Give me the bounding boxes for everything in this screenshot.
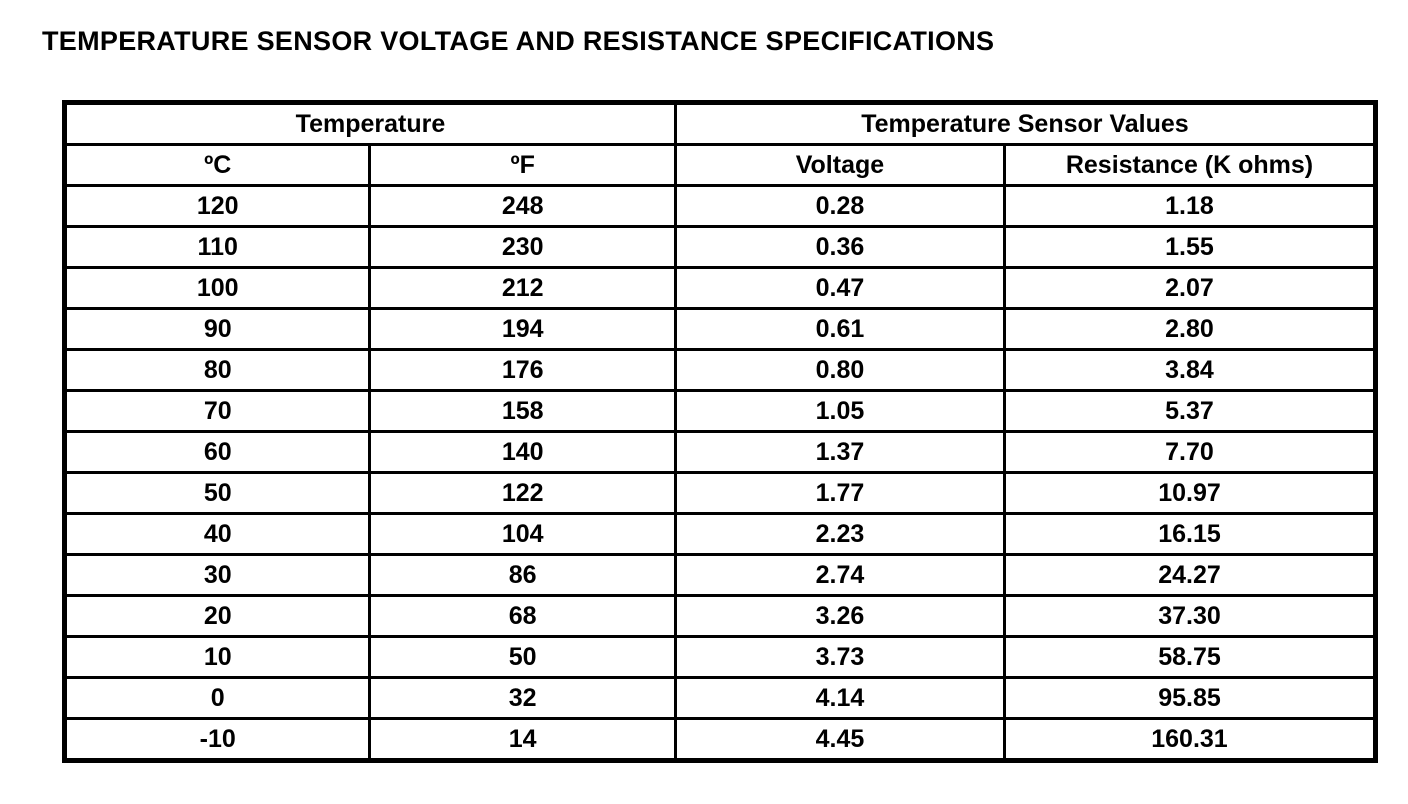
table-cell: 176 — [368, 348, 677, 392]
table-row: 40 104 2.23 16.15 — [62, 512, 1378, 556]
table-cell: 248 — [368, 184, 677, 228]
table-cell: 158 — [368, 389, 677, 433]
table-cell: 3.73 — [673, 635, 1006, 679]
table-row: 90 194 0.61 2.80 — [62, 307, 1378, 351]
table-row: 100 212 0.47 2.07 — [62, 266, 1378, 310]
table-cell: 230 — [368, 225, 677, 269]
table-cell: 0.36 — [673, 225, 1006, 269]
table-row: 30 86 2.74 24.27 — [62, 553, 1378, 597]
table-cell: 30 — [62, 553, 372, 597]
table-cell: 0.61 — [673, 307, 1006, 351]
table-cell: 58.75 — [1002, 635, 1378, 679]
table-cell: 212 — [368, 266, 677, 310]
column-header-resistance: Resistance (K ohms) — [1002, 143, 1378, 187]
group-header-temperature: Temperature — [63, 101, 677, 146]
table-cell: 86 — [368, 553, 677, 597]
table-cell: 0.28 — [673, 184, 1006, 228]
group-header-row: Temperature Temperature Sensor Values — [63, 101, 1378, 146]
table-cell: 70 — [62, 389, 372, 433]
table-cell: 50 — [62, 471, 372, 515]
table-cell: 3.84 — [1002, 348, 1378, 392]
table-cell: 110 — [62, 225, 372, 269]
table-row: 70 158 1.05 5.37 — [62, 389, 1378, 433]
table-row: 80 176 0.80 3.84 — [62, 348, 1378, 392]
table-cell: 4.14 — [673, 676, 1006, 720]
table-cell: 1.05 — [673, 389, 1006, 433]
table-cell: 24.27 — [1002, 553, 1378, 597]
table-cell: 1.18 — [1002, 184, 1378, 228]
table-cell: 95.85 — [1002, 676, 1378, 720]
table-cell: 194 — [368, 307, 677, 351]
table-body: 120 248 0.28 1.18 110 230 0.36 1.55 100 212 0.47 2.… — [62, 184, 1378, 762]
table-cell: 2.80 — [1002, 307, 1378, 351]
table-row: 0 32 4.14 95.85 — [62, 676, 1378, 720]
table-cell: 2.23 — [673, 512, 1006, 556]
table-cell: 40 — [62, 512, 372, 556]
column-header-voltage: Voltage — [673, 143, 1006, 187]
table-cell: 104 — [368, 512, 677, 556]
table-cell: 100 — [62, 266, 372, 310]
table-cell: 90 — [62, 307, 372, 351]
group-header-sensor-values: Temperature Sensor Values — [673, 101, 1378, 146]
column-header-celsius: ºC — [62, 143, 372, 187]
table-row: 60 140 1.37 7.70 — [62, 430, 1378, 474]
table-cell: 0.80 — [673, 348, 1006, 392]
table-cell: 2.74 — [673, 553, 1006, 597]
table-cell: 14 — [368, 717, 677, 762]
table-cell: 120 — [62, 184, 372, 228]
table-cell: -10 — [62, 717, 372, 762]
table-cell: 80 — [62, 348, 372, 392]
table-cell: 50 — [368, 635, 677, 679]
table-cell: 32 — [368, 676, 677, 720]
table-cell: 4.45 — [673, 717, 1006, 762]
table-cell: 0.47 — [673, 266, 1006, 310]
table-cell: 5.37 — [1002, 389, 1378, 433]
table-row: -10 14 4.45 160.31 — [62, 717, 1378, 762]
table-cell: 68 — [368, 594, 677, 638]
column-header-fahrenheit: ºF — [368, 143, 677, 187]
table-cell: 7.70 — [1002, 430, 1378, 474]
table-cell: 37.30 — [1002, 594, 1378, 638]
column-header-row: ºC ºF Voltage Resistance (K ohms) — [62, 143, 1378, 187]
table-row: 20 68 3.26 37.30 — [62, 594, 1378, 638]
table-row: 120 248 0.28 1.18 — [62, 184, 1378, 228]
table-cell: 1.77 — [673, 471, 1006, 515]
table-row: 50 122 1.77 10.97 — [62, 471, 1378, 515]
table-cell: 0 — [62, 676, 372, 720]
table-cell: 122 — [368, 471, 677, 515]
table-cell: 1.55 — [1002, 225, 1378, 269]
table-row: 110 230 0.36 1.55 — [62, 225, 1378, 269]
table-cell: 10.97 — [1002, 471, 1378, 515]
table-row: 10 50 3.73 58.75 — [62, 635, 1378, 679]
table-cell: 160.31 — [1002, 717, 1378, 762]
table-cell: 16.15 — [1002, 512, 1378, 556]
table-cell: 3.26 — [673, 594, 1006, 638]
table-cell: 20 — [62, 594, 372, 638]
table-cell: 60 — [62, 430, 372, 474]
table-cell: 140 — [368, 430, 677, 474]
table-cell: 1.37 — [673, 430, 1006, 474]
table-cell: 2.07 — [1002, 266, 1378, 310]
page-title: TEMPERATURE SENSOR VOLTAGE AND RESISTANC… — [42, 26, 995, 56]
spec-table: Temperature Temperature Sensor Values ºC… — [62, 100, 1378, 763]
table-cell: 10 — [62, 635, 372, 679]
table-header: Temperature Temperature Sensor Values ºC… — [62, 101, 1378, 187]
